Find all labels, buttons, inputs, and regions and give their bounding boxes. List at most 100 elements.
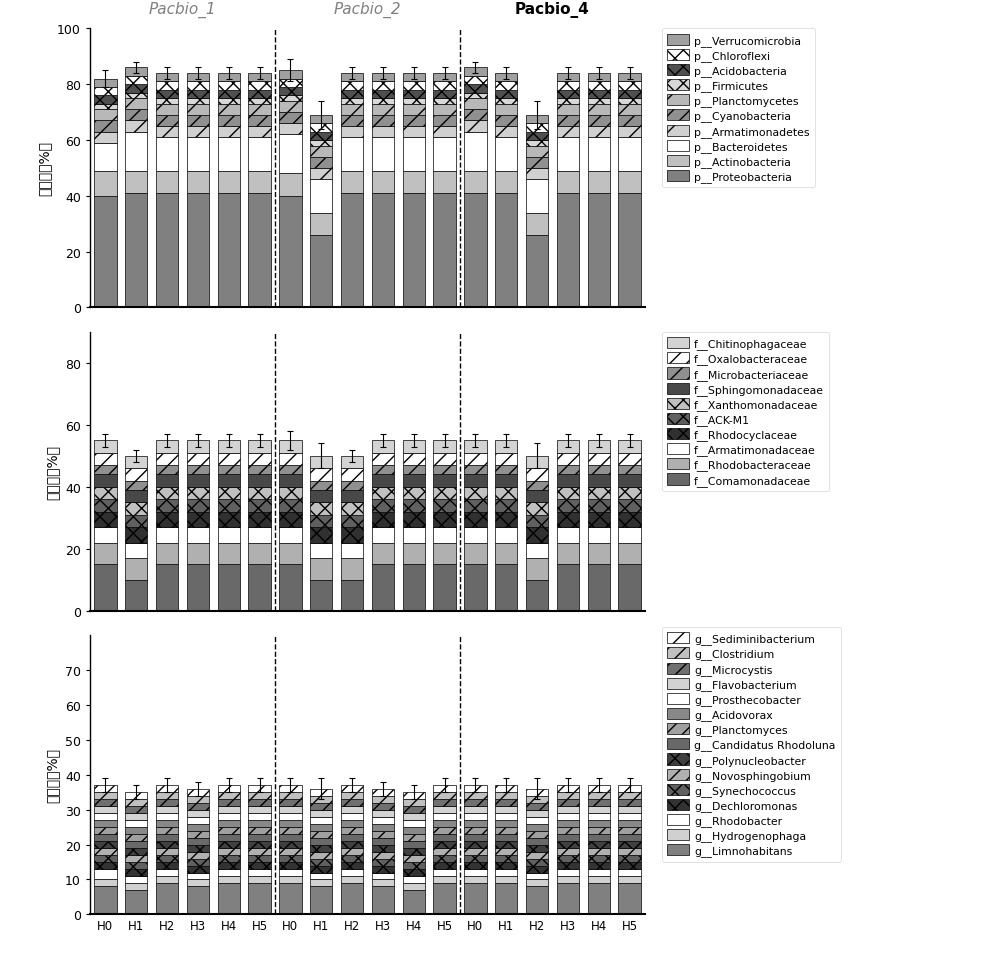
- Bar: [557, 171, 579, 194]
- Bar: [464, 863, 487, 869]
- Bar: [310, 852, 332, 859]
- Bar: [618, 500, 641, 512]
- Bar: [372, 91, 394, 99]
- Legend: g__Sediminibacterium, g__Clostridium, g__Microcystis, g__Flavobacterium, g__Pros: g__Sediminibacterium, g__Clostridium, g_…: [662, 627, 841, 862]
- Bar: [403, 74, 425, 82]
- Bar: [125, 848, 147, 855]
- Bar: [125, 528, 147, 543]
- Bar: [125, 121, 147, 132]
- Bar: [341, 580, 363, 611]
- Bar: [557, 127, 579, 138]
- Bar: [279, 883, 302, 914]
- Bar: [94, 121, 117, 132]
- Bar: [557, 512, 579, 528]
- Bar: [495, 876, 517, 883]
- Bar: [588, 807, 610, 814]
- Bar: [588, 194, 610, 308]
- Bar: [125, 890, 147, 914]
- Bar: [588, 74, 610, 82]
- Bar: [341, 194, 363, 308]
- Bar: [94, 475, 117, 487]
- Bar: [125, 468, 147, 481]
- Bar: [618, 115, 641, 127]
- Bar: [618, 799, 641, 807]
- Bar: [125, 876, 147, 883]
- Bar: [526, 796, 548, 803]
- Bar: [372, 565, 394, 611]
- Bar: [248, 512, 271, 528]
- Bar: [372, 803, 394, 810]
- Bar: [464, 827, 487, 834]
- Bar: [495, 194, 517, 308]
- Bar: [94, 105, 117, 111]
- Bar: [310, 180, 332, 213]
- Bar: [310, 528, 332, 543]
- Bar: [372, 872, 394, 879]
- Bar: [125, 807, 147, 814]
- Bar: [218, 99, 240, 105]
- Bar: [588, 99, 610, 105]
- Bar: [94, 79, 117, 88]
- Bar: [341, 814, 363, 821]
- Bar: [125, 799, 147, 807]
- Bar: [156, 827, 178, 834]
- Bar: [310, 503, 332, 515]
- Bar: [156, 528, 178, 543]
- Bar: [156, 848, 178, 855]
- Legend: f__Chitinophagaceae, f__Oxalobacteraceae, f__Microbacteriaceae, f__Sphingomonada: f__Chitinophagaceae, f__Oxalobacteraceae…: [662, 333, 829, 492]
- Bar: [618, 487, 641, 500]
- Bar: [557, 869, 579, 876]
- Bar: [464, 171, 487, 194]
- Bar: [310, 810, 332, 817]
- Bar: [310, 789, 332, 796]
- Bar: [187, 500, 209, 512]
- Bar: [464, 807, 487, 814]
- Bar: [526, 528, 548, 543]
- Bar: [588, 869, 610, 876]
- Bar: [618, 466, 641, 475]
- Bar: [218, 855, 240, 863]
- Bar: [187, 138, 209, 171]
- Bar: [310, 817, 332, 823]
- Bar: [218, 74, 240, 82]
- Text: Pacbio_2: Pacbio_2: [334, 2, 401, 19]
- Bar: [94, 132, 117, 144]
- Bar: [248, 105, 271, 115]
- Bar: [618, 475, 641, 487]
- Bar: [218, 785, 240, 792]
- Bar: [218, 814, 240, 821]
- Bar: [341, 491, 363, 503]
- Bar: [433, 883, 456, 914]
- Bar: [94, 814, 117, 821]
- Bar: [156, 475, 178, 487]
- Bar: [279, 500, 302, 512]
- Bar: [618, 855, 641, 863]
- Bar: [372, 138, 394, 171]
- Bar: [372, 487, 394, 500]
- Bar: [218, 807, 240, 814]
- Bar: [248, 848, 271, 855]
- Bar: [433, 487, 456, 500]
- Bar: [403, 876, 425, 883]
- Bar: [526, 141, 548, 147]
- Bar: [156, 115, 178, 127]
- Bar: [248, 799, 271, 807]
- Bar: [403, 127, 425, 138]
- Bar: [341, 876, 363, 883]
- Bar: [588, 883, 610, 914]
- Bar: [557, 528, 579, 543]
- Bar: [618, 848, 641, 855]
- Bar: [588, 814, 610, 821]
- Bar: [187, 803, 209, 810]
- Bar: [279, 528, 302, 543]
- Bar: [310, 147, 332, 157]
- Bar: [248, 127, 271, 138]
- Bar: [526, 558, 548, 580]
- Bar: [557, 799, 579, 807]
- Bar: [464, 841, 487, 848]
- Bar: [279, 102, 302, 113]
- Bar: [372, 823, 394, 831]
- Bar: [464, 799, 487, 807]
- Bar: [94, 863, 117, 869]
- Bar: [372, 886, 394, 914]
